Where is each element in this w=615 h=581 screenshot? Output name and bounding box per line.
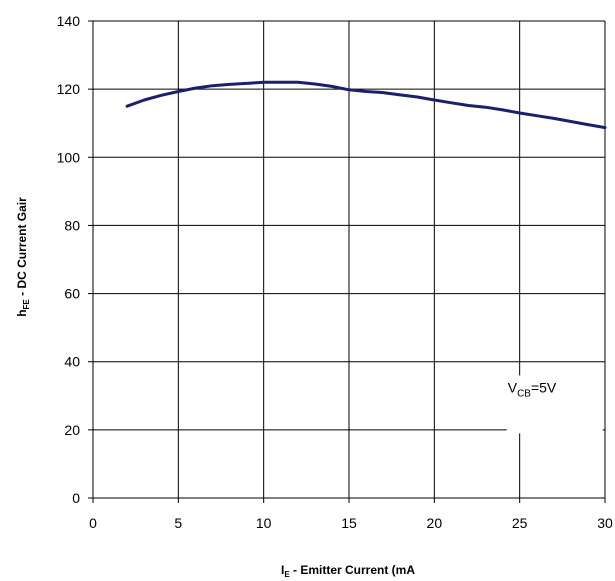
x-tick-label: 5 (174, 515, 182, 531)
x-tick-label: 25 (512, 515, 528, 531)
ylabel-rest: - DC Current Gair (15, 197, 29, 299)
annotation-rest: =5V (531, 379, 557, 395)
y-tick-label: 80 (64, 217, 80, 233)
annotation-background (506, 375, 603, 434)
y-tick-label: 40 (64, 354, 80, 370)
x-axis-title: IE - Emitter Current (mA (281, 563, 415, 579)
tick-labels: 0 5 10 15 20 25 30 0 20 40 60 80 100 120 140 (57, 13, 613, 531)
axes (88, 20, 606, 503)
x-tick-label: 15 (341, 515, 357, 531)
xlabel-sub: E (284, 570, 290, 579)
annotation-sub: CB (517, 388, 531, 399)
xlabel-rest: - Emitter Current (mA (290, 563, 416, 577)
y-tick-label: 140 (57, 13, 81, 29)
y-axis-title: hFE - DC Current Gair (15, 197, 31, 317)
x-tick-label: 10 (256, 515, 272, 531)
y-tick-label: 0 (72, 490, 80, 506)
y-tick-label: 120 (57, 81, 81, 97)
ylabel-main: h (15, 309, 29, 316)
ylabel-sub: FE (22, 299, 31, 310)
x-tick-label: 0 (89, 515, 97, 531)
grid (93, 20, 606, 498)
x-tick-label: 30 (597, 515, 613, 531)
x-tick-label: 20 (427, 515, 443, 531)
y-tick-label: 60 (64, 286, 80, 302)
xlabel-main: I (281, 563, 284, 577)
vcb-annotation: VCB=5V (508, 379, 557, 399)
y-tick-label: 20 (64, 422, 80, 438)
series-line (125, 80, 607, 130)
series-layer (125, 80, 607, 130)
annotation-main: V (508, 379, 518, 395)
y-tick-label: 100 (57, 149, 81, 165)
